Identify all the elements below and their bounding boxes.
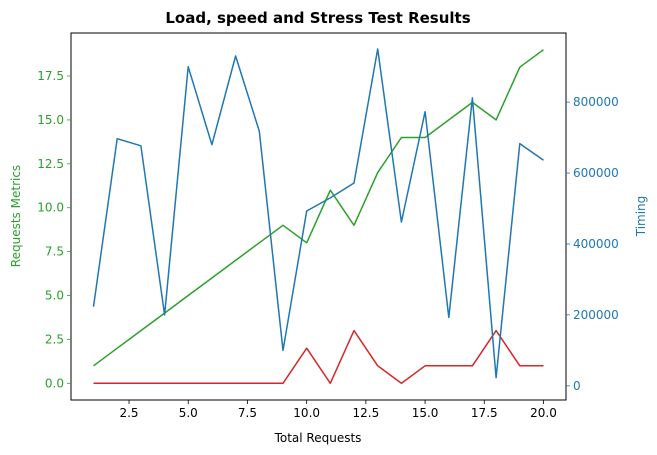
x-tick-label: 10.0 <box>293 406 320 420</box>
right-y-axis: 0 200000 400000 600000 800000 <box>566 95 619 393</box>
right-y-axis-label: Timing <box>634 196 648 238</box>
plot-area <box>92 48 544 385</box>
left-y-tick-label: 10.0 <box>37 201 64 215</box>
x-tick-label: 5.0 <box>179 406 198 420</box>
left-y-axis: 0.0 2.5 5.0 7.5 10.0 12.5 15.0 17.5 <box>37 69 71 390</box>
left-y-tick-label: 5.0 <box>45 289 64 303</box>
left-y-tick-label: 12.5 <box>37 157 64 171</box>
x-tick-label: 20.0 <box>530 406 557 420</box>
x-tick-label: 15.0 <box>412 406 439 420</box>
x-tick-label: 12.5 <box>353 406 380 420</box>
left-y-axis-label: Requests Metrics <box>9 165 23 267</box>
left-y-tick-label: 15.0 <box>37 113 64 127</box>
right-y-tick-label: 0 <box>573 379 581 393</box>
plot-frame <box>70 32 567 401</box>
left-y-tick-label: 17.5 <box>37 69 64 83</box>
x-tick-label: 7.5 <box>238 406 257 420</box>
x-tick-label: 17.5 <box>471 406 498 420</box>
right-y-tick-label: 600000 <box>573 166 619 180</box>
x-axis-label: Total Requests <box>274 431 362 445</box>
left-y-tick-label: 0.0 <box>45 376 64 390</box>
left-y-tick-label: 7.5 <box>45 245 64 259</box>
right-y-tick-label: 400000 <box>573 237 619 251</box>
series-line-1 <box>93 49 544 367</box>
series-line-3 <box>92 48 544 379</box>
x-axis: 2.5 5.0 7.5 10.0 12.5 15.0 17.5 20.0 <box>119 400 557 420</box>
right-y-tick-label: 200000 <box>573 308 619 322</box>
series-line-2 <box>93 329 544 385</box>
chart-title: Load, speed and Stress Test Results <box>165 9 470 27</box>
left-y-tick-label: 2.5 <box>45 332 64 346</box>
right-y-tick-label: 800000 <box>573 95 619 109</box>
x-tick-label: 2.5 <box>119 406 138 420</box>
